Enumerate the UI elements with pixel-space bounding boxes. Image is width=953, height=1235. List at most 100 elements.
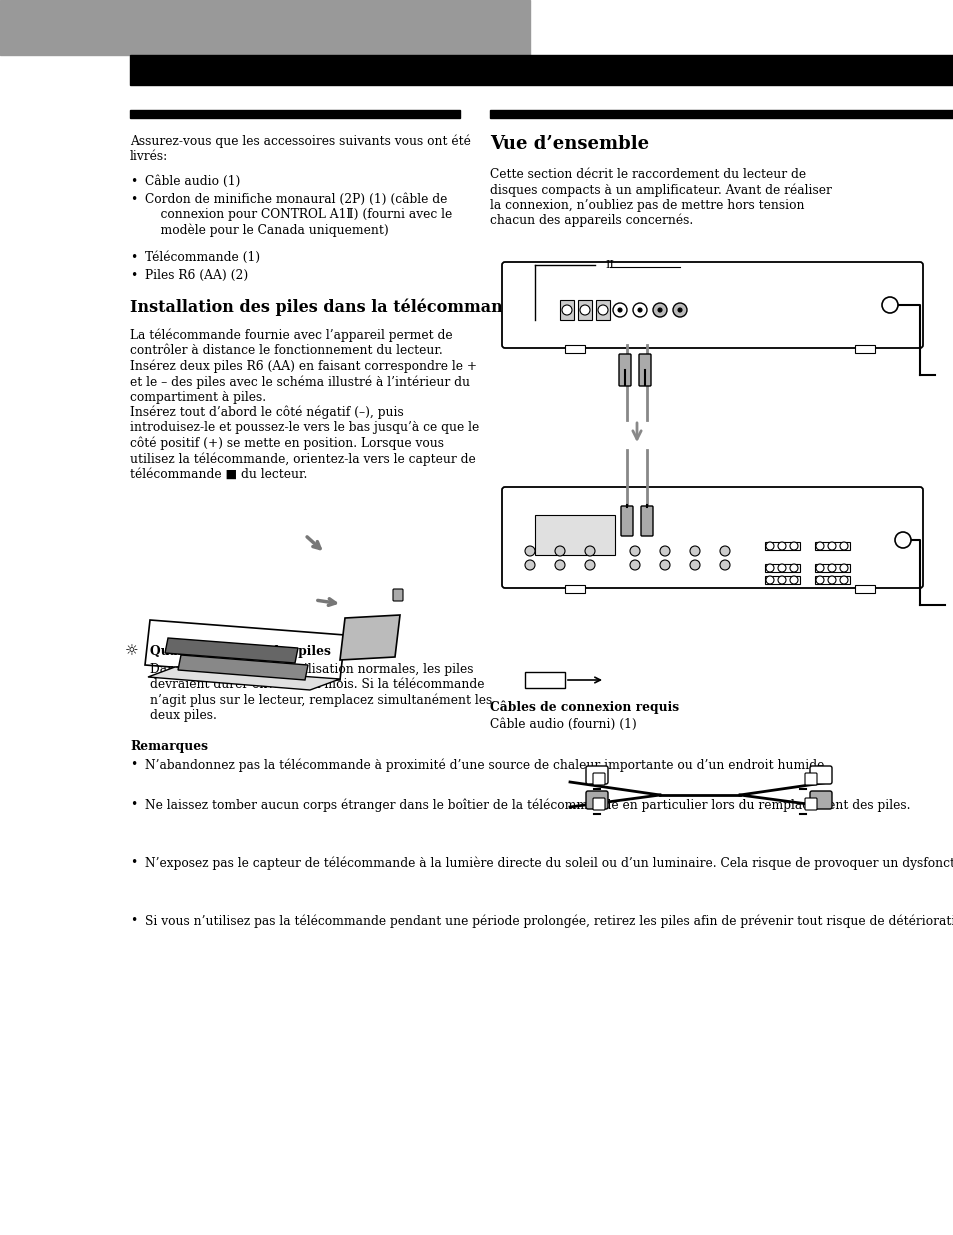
Bar bbox=[596, 300, 609, 320]
Circle shape bbox=[672, 303, 686, 317]
Text: Télécommande (1): Télécommande (1) bbox=[145, 251, 260, 264]
FancyBboxPatch shape bbox=[501, 262, 923, 348]
Bar bbox=[130, 110, 459, 119]
Text: Ne laissez tomber aucun corps étranger dans le boîtier de la télécommande en par: Ne laissez tomber aucun corps étranger d… bbox=[145, 798, 909, 811]
FancyBboxPatch shape bbox=[585, 766, 607, 784]
Circle shape bbox=[882, 296, 897, 312]
Polygon shape bbox=[178, 655, 308, 680]
Circle shape bbox=[789, 542, 797, 550]
Text: Installation des piles dans la télécommande: Installation des piles dans la télécomma… bbox=[130, 299, 523, 316]
Bar bbox=[814, 564, 849, 572]
Circle shape bbox=[524, 546, 535, 556]
FancyBboxPatch shape bbox=[804, 773, 816, 785]
Circle shape bbox=[555, 546, 564, 556]
Text: Dans des conditions d’utilisation normales, les piles
devraient durer environ si: Dans des conditions d’utilisation normal… bbox=[150, 663, 492, 721]
Text: N’abandonnez pas la télécommande à proximité d’une source de chaleur importante : N’abandonnez pas la télécommande à proxi… bbox=[145, 758, 827, 772]
Circle shape bbox=[555, 559, 564, 571]
FancyBboxPatch shape bbox=[809, 766, 831, 784]
Text: −: − bbox=[255, 576, 264, 585]
Circle shape bbox=[720, 559, 729, 571]
FancyBboxPatch shape bbox=[535, 515, 615, 555]
Circle shape bbox=[659, 559, 669, 571]
Circle shape bbox=[765, 576, 773, 584]
Text: Cette section décrit le raccordement du lecteur de
disques compacts à un amplifi: Cette section décrit le raccordement du … bbox=[490, 168, 831, 227]
Polygon shape bbox=[165, 638, 297, 663]
Circle shape bbox=[652, 303, 666, 317]
FancyBboxPatch shape bbox=[809, 790, 831, 809]
Bar bbox=[814, 576, 849, 584]
Text: II: II bbox=[605, 261, 614, 270]
Text: Remarques: Remarques bbox=[130, 740, 208, 753]
FancyBboxPatch shape bbox=[593, 798, 604, 810]
Bar bbox=[564, 345, 584, 353]
Circle shape bbox=[789, 564, 797, 572]
Circle shape bbox=[579, 305, 589, 315]
Text: •: • bbox=[130, 269, 137, 282]
Circle shape bbox=[629, 546, 639, 556]
Circle shape bbox=[765, 564, 773, 572]
Text: Si vous n’utilisez pas la télécommande pendant une période prolongée, retirez le: Si vous n’utilisez pas la télécommande p… bbox=[145, 914, 953, 927]
Text: +: + bbox=[174, 584, 183, 594]
Circle shape bbox=[629, 559, 639, 571]
Circle shape bbox=[815, 542, 823, 550]
Circle shape bbox=[778, 564, 785, 572]
Text: •: • bbox=[130, 856, 137, 869]
Bar bbox=[564, 585, 584, 593]
FancyBboxPatch shape bbox=[618, 354, 630, 387]
Circle shape bbox=[827, 542, 835, 550]
Circle shape bbox=[765, 542, 773, 550]
Circle shape bbox=[778, 576, 785, 584]
Bar bbox=[814, 542, 849, 550]
Bar bbox=[578, 300, 592, 320]
Text: Cordon de minifiche monaural (2P) (1) (câble de
    connexion pour CONTROL A1Ⅱ) : Cordon de minifiche monaural (2P) (1) (c… bbox=[145, 193, 452, 237]
Bar bbox=[854, 585, 874, 593]
Polygon shape bbox=[339, 615, 399, 659]
Circle shape bbox=[678, 308, 681, 312]
FancyBboxPatch shape bbox=[639, 354, 650, 387]
Text: +: + bbox=[265, 557, 274, 567]
Bar bbox=[854, 345, 874, 353]
Circle shape bbox=[584, 559, 595, 571]
Circle shape bbox=[840, 564, 847, 572]
FancyBboxPatch shape bbox=[393, 589, 402, 601]
Text: N’exposez pas le capteur de télécommande à la lumière directe du soleil ou d’un : N’exposez pas le capteur de télécommande… bbox=[145, 856, 953, 869]
Text: Quand remplacer les piles: Quand remplacer les piles bbox=[150, 645, 331, 658]
Circle shape bbox=[524, 559, 535, 571]
FancyBboxPatch shape bbox=[640, 506, 652, 536]
Circle shape bbox=[689, 546, 700, 556]
Circle shape bbox=[618, 308, 621, 312]
Circle shape bbox=[840, 576, 847, 584]
Circle shape bbox=[613, 303, 626, 317]
FancyBboxPatch shape bbox=[804, 798, 816, 810]
Circle shape bbox=[778, 542, 785, 550]
Bar bbox=[559, 300, 574, 320]
Text: Câble audio (1): Câble audio (1) bbox=[145, 175, 240, 188]
Circle shape bbox=[827, 576, 835, 584]
Polygon shape bbox=[148, 667, 339, 690]
Text: •: • bbox=[130, 758, 137, 771]
Circle shape bbox=[638, 308, 641, 312]
Bar bbox=[764, 564, 800, 572]
Circle shape bbox=[598, 305, 607, 315]
Bar bbox=[764, 542, 800, 550]
Text: Câbles de connexion requis: Câbles de connexion requis bbox=[490, 700, 679, 714]
Circle shape bbox=[840, 542, 847, 550]
Circle shape bbox=[720, 546, 729, 556]
Text: •: • bbox=[130, 193, 137, 206]
Circle shape bbox=[561, 305, 572, 315]
Circle shape bbox=[689, 559, 700, 571]
Text: ☼: ☼ bbox=[125, 645, 138, 659]
Text: Assurez-vous que les accessoires suivants vous ont été
livrés:: Assurez-vous que les accessoires suivant… bbox=[130, 135, 471, 163]
Circle shape bbox=[789, 576, 797, 584]
Bar bbox=[524, 672, 564, 688]
FancyBboxPatch shape bbox=[585, 790, 607, 809]
Circle shape bbox=[827, 564, 835, 572]
FancyBboxPatch shape bbox=[593, 773, 604, 785]
Text: •: • bbox=[130, 798, 137, 811]
Circle shape bbox=[633, 303, 646, 317]
Text: Vue d’ensemble: Vue d’ensemble bbox=[490, 135, 648, 153]
Bar bbox=[764, 576, 800, 584]
Circle shape bbox=[894, 532, 910, 548]
Circle shape bbox=[584, 546, 595, 556]
Bar bbox=[0, 0, 530, 56]
